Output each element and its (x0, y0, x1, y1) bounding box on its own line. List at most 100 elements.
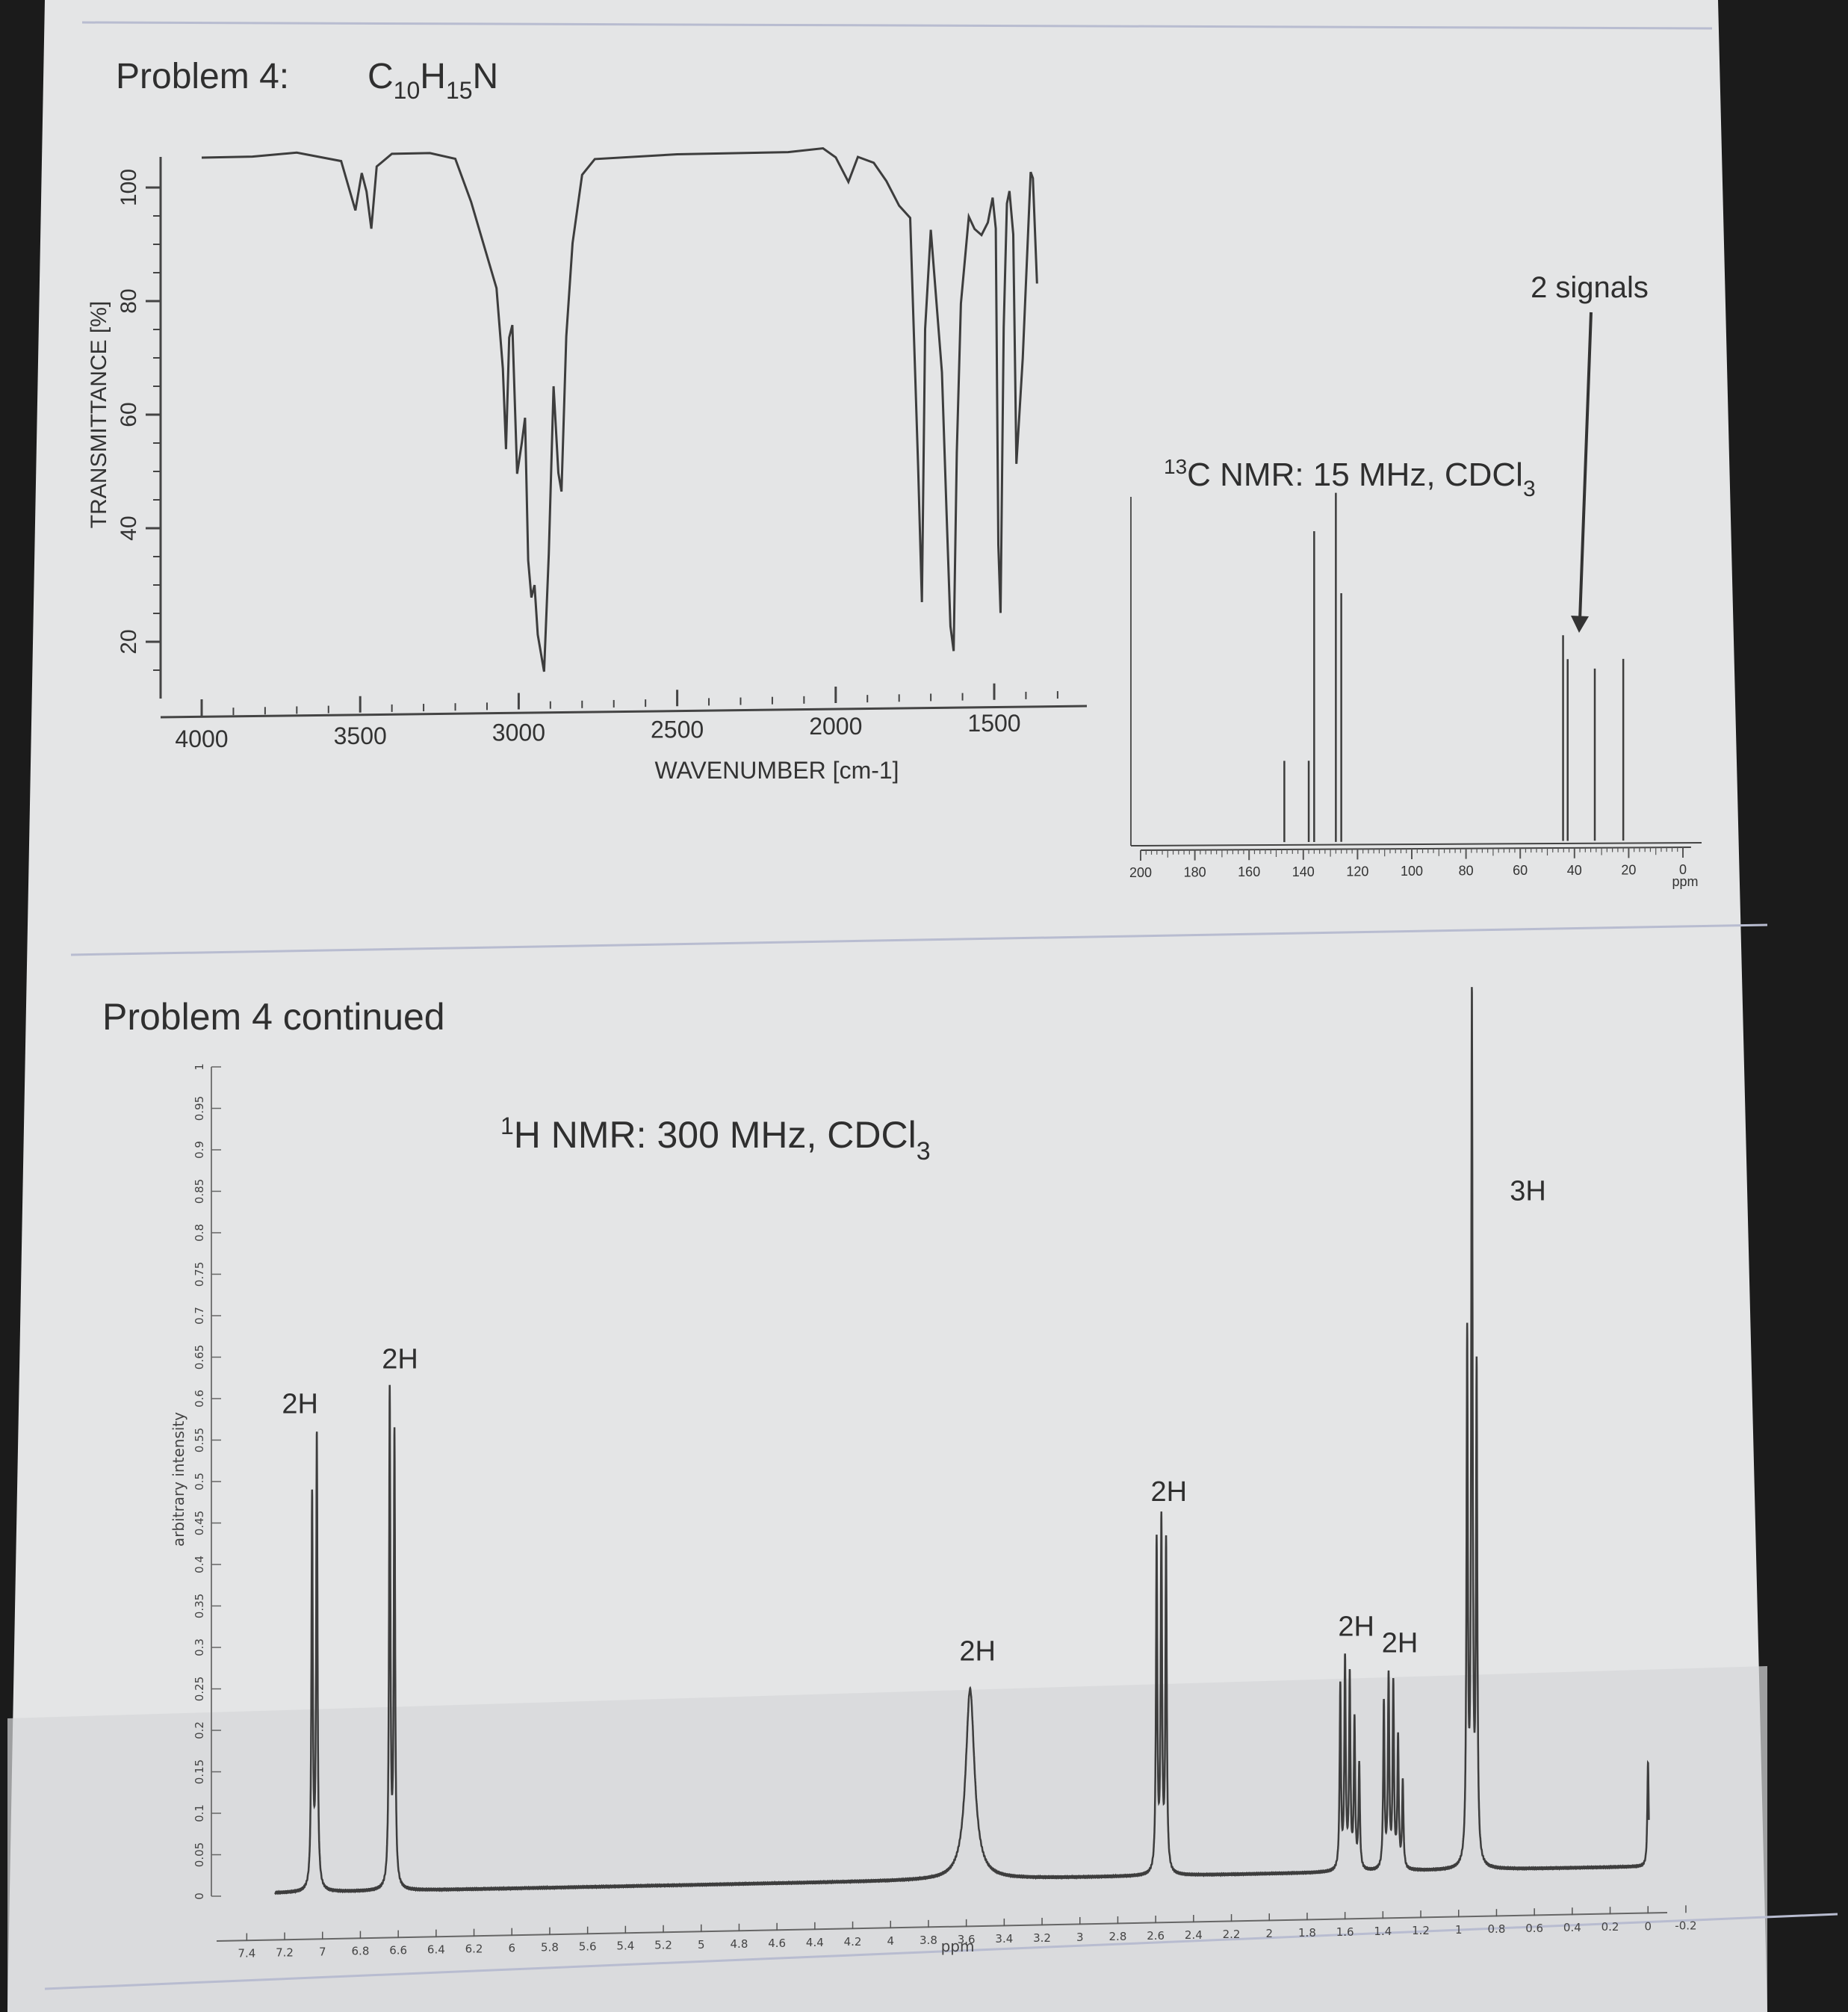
h1-y-tick-label: 0.9 (193, 1141, 206, 1159)
formula-c: C (368, 57, 394, 96)
formula-n: N (473, 57, 499, 96)
h1-x-tick-label: 1.4 (1374, 1925, 1392, 1938)
h1-integral-label: 2H (1382, 1628, 1418, 1659)
ir-x-axis (160, 705, 1088, 719)
h1-x-tick-label: 2.6 (1147, 1929, 1165, 1943)
h1-baseline-axis (216, 1912, 1668, 1942)
h1-x-tick-label: 3.2 (1033, 1931, 1051, 1945)
h1-y-ticks: 0 0.05 0.1 0.15 0.2 0.25 0.3 0.35 0.4 0.45 0.5 0.55… (193, 1063, 221, 1900)
h1-y-tick-label: 0.2 (193, 1721, 206, 1739)
h1-x-tick-label: 6 (508, 1942, 515, 1955)
h1-x-tick-label: 7.4 (238, 1947, 255, 1960)
h1-x-tick-label: 1.2 (1412, 1924, 1430, 1937)
page-background (7, 0, 1767, 2012)
h1-integral-label: 2H (1338, 1612, 1374, 1643)
h1-title-text: H NMR: 300 MHz, CDCl (514, 1114, 917, 1156)
h1-y-tick-label: 0.3 (193, 1638, 206, 1656)
h1-x-tick-label: 6.8 (352, 1945, 370, 1958)
h1-y-tick-label: 0.75 (193, 1262, 206, 1287)
h1-y-tick-label: 0.15 (193, 1759, 206, 1784)
c13-tick-labels: 200 180 160 140 120 100 80 60 40 20 0 (1129, 862, 1687, 880)
ir-x-tick-label: 2500 (651, 716, 704, 743)
h1-integral-label: 2H (959, 1636, 996, 1668)
page-shade (7, 1666, 1767, 2012)
c13-tick-label: 120 (1346, 864, 1368, 879)
h1-x-tick-label: 4.4 (806, 1936, 824, 1949)
h1-x-tick-label: 0.8 (1488, 1922, 1506, 1936)
formula-c-count: 10 (394, 77, 421, 104)
ir-x-axis-label: WAVENUMBER [cm-1] (654, 757, 899, 784)
continued-title: Problem 4 continued (102, 996, 445, 1038)
ir-y-tick-label: 80 (117, 288, 141, 313)
section-divider (70, 923, 1768, 956)
ir-x-tick-label: 1500 (967, 710, 1020, 737)
h1-x-tick-label: 1 (1455, 1923, 1463, 1937)
ir-y-ticks: 20 40 60 80 100 (117, 169, 161, 671)
h1-x-tick-label: 4.2 (844, 1935, 862, 1948)
h1-x-tick-label: 5.8 (541, 1941, 559, 1954)
h1-x-tick-label: 2.4 (1185, 1928, 1203, 1942)
h1-x-tick-label: 3.8 (920, 1934, 937, 1947)
h1-y-tick-label: 0.95 (193, 1096, 206, 1121)
c13-tick-label: 0 (1679, 862, 1687, 877)
c13-ppm-label: ppm (1672, 874, 1698, 889)
ir-x-ticks: 4000 3500 3000 2500 2000 1500 (175, 683, 1058, 752)
h1-x-tick-label: 5.4 (616, 1940, 634, 1953)
c13-tick-label: 60 (1513, 863, 1528, 878)
h1-y-tick-label: 0.4 (193, 1556, 206, 1573)
h1-y-tick-label: 0.85 (193, 1179, 206, 1204)
h1-x-tick-label: 4.8 (731, 1937, 748, 1951)
h1-x-tick-label: 3.4 (995, 1932, 1013, 1946)
h1-x-tick-label: 3 (1076, 1931, 1084, 1944)
h1-x-tick-label: 5.2 (654, 1939, 672, 1952)
c13-tick-label: 180 (1184, 865, 1206, 880)
h1-y-tick-label: 0.5 (193, 1473, 206, 1491)
c13-tick-label: 140 (1292, 864, 1315, 879)
c13-tick-label: 100 (1401, 864, 1423, 879)
ir-x-tick-label: 2000 (809, 713, 862, 740)
h1-x-tick-label: 0.6 (1525, 1922, 1543, 1935)
h1-integral-label: 3H (1510, 1175, 1546, 1207)
c13-tick-label: 40 (1567, 863, 1582, 878)
h1-x-tick-label: 5 (698, 1938, 705, 1951)
h1-title: 1H NMR: 300 MHz, CDCl3 (500, 1112, 931, 1166)
ir-chart: 20 40 60 80 100 4000 3500 3000 2500 2000 1500 TRA… (87, 146, 1088, 784)
h1-y-tick-label: 0.65 (193, 1345, 206, 1369)
ir-y-axis-label: TRANSMITTANCE [%] (87, 301, 111, 528)
ir-spectrum-trace (201, 146, 1038, 672)
h1-x-tick-label: 2.2 (1223, 1928, 1241, 1941)
ir-x-tick-label: 3500 (334, 722, 387, 749)
c13-tick-label: 20 (1621, 862, 1636, 877)
h1-x-tick-label: 4 (887, 1934, 894, 1948)
ir-y-tick-label: 40 (117, 516, 141, 540)
h1-x-tick-label: 6.6 (389, 1944, 407, 1957)
formula-h: H (420, 57, 446, 96)
h1-x-tick-label: 1.6 (1336, 1925, 1354, 1939)
c13-tick-label: 80 (1459, 864, 1474, 879)
h1-y-axis-label: arbitrary intensity (170, 1412, 187, 1547)
c13-title-sub: 3 (1523, 477, 1536, 501)
h1-integral-label: 2H (382, 1344, 418, 1375)
ir-y-tick-label: 100 (117, 169, 141, 206)
h1-x-tick-label: 0.4 (1563, 1921, 1581, 1934)
h1-x-tick-label: 6.2 (465, 1943, 483, 1956)
h1-y-tick-label: 0.1 (193, 1804, 206, 1822)
h1-title-sub: 3 (917, 1137, 931, 1166)
arrow-icon (1578, 312, 1593, 621)
h1-integral-label: 2H (1150, 1476, 1187, 1508)
h1-x-tick-label: -0.2 (1675, 1919, 1696, 1932)
h1-integral-labels: 2H 2H 2H 2H 2H 2H 3H (282, 1175, 1545, 1667)
c13-annotation: 2 signals (1531, 271, 1649, 304)
problem-title: Problem 4: (116, 57, 289, 96)
h1-chart: 1H NMR: 300 MHz, CDCl3 00.050.10.150.20.… (170, 987, 1697, 1960)
h1-x-tick-label: 2.8 (1109, 1930, 1127, 1943)
ir-x-tick-label: 3000 (492, 719, 545, 746)
ir-x-tick-label: 4000 (175, 725, 228, 752)
c13-ppm-ruler (1140, 846, 1691, 861)
ir-y-tick-label: 60 (117, 402, 141, 427)
h1-x-tick-label: 5.6 (579, 1940, 597, 1954)
molecular-formula: C10H15N (368, 57, 498, 104)
h1-y-tick-label: 0.6 (193, 1390, 206, 1408)
c13-chart: 13C NMR: 15 MHz, CDCl3 200 180 160 140 120 10… (1129, 271, 1702, 889)
h1-x-tick-label: 6.4 (427, 1943, 445, 1957)
